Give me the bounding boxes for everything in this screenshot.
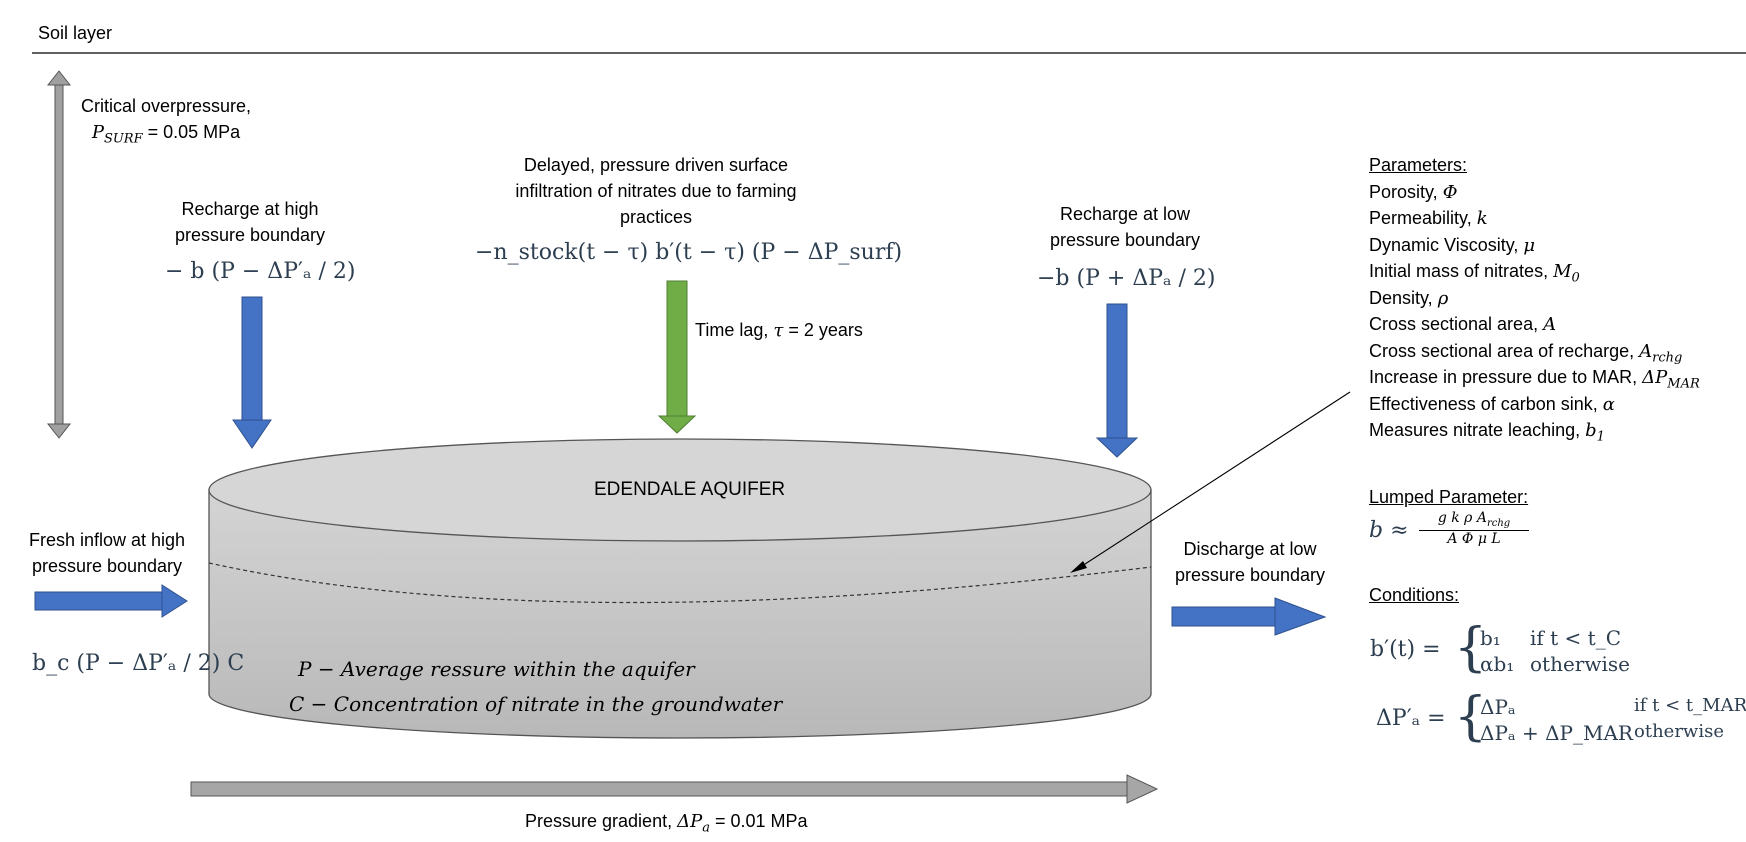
parameter-list: Porosity, Φ Permeability, k Dynamic Viscos… — [1369, 179, 1700, 445]
fresh-inflow-label: Fresh inflow at high pressure boundary — [28, 530, 186, 576]
parameter-item: Dynamic Viscosity, μ — [1369, 234, 1536, 256]
pointer-line — [1070, 391, 1351, 573]
recharge-low-formula: −b (P + ΔPₐ / 2) — [1037, 266, 1216, 291]
recharge-high-arrow — [232, 296, 272, 449]
aquifer-title: EDENDALE AQUIFER — [594, 479, 786, 500]
discharge-arrow — [1171, 597, 1327, 636]
aquifer-cylinder — [208, 438, 1152, 739]
parameter-item: Density, ρ — [1369, 287, 1449, 309]
recharge-high-formula: − b (P − ΔP′ₐ / 2) — [165, 259, 356, 284]
pressure-gradient-arrow — [190, 774, 1159, 804]
parameter-item: Cross sectional area of recharge, Archg — [1369, 340, 1683, 366]
condition-delta-p: ΔP′ₐ = { ΔPₐ if t < t_MAR ΔPₐ + ΔP_MAR o… — [1376, 687, 1746, 747]
infiltration-arrow — [657, 280, 697, 434]
legend-pressure: P − Average ressure within the aquifer — [298, 657, 695, 681]
pressure-gradient-label: Pressure gradient, ΔPa = 0.01 MPa — [525, 811, 808, 836]
legend-concentration: C − Concentration of nitrate in the grou… — [289, 692, 783, 716]
critical-overpressure-label: Critical overpressure, PSURF = 0.05 MPa — [80, 96, 252, 147]
critical-overpressure-arrow — [46, 70, 72, 439]
infiltration-formula: −n_stock(t − τ) b′(t − τ) (P − ΔP_surf) — [475, 240, 903, 265]
parameter-item: Cross sectional area, A — [1369, 314, 1557, 335]
parameter-item: Permeability, k — [1369, 208, 1488, 229]
recharge-low-arrow — [1095, 303, 1139, 458]
recharge-low-label: Recharge at low pressure boundary — [1049, 204, 1201, 250]
parameter-item: Effectiveness of carbon sink, α — [1369, 393, 1615, 415]
water-table-line — [208, 562, 1152, 604]
parameter-item: Porosity, Φ — [1369, 181, 1458, 203]
fresh-inflow-arrow — [34, 584, 188, 618]
parameter-item: Measures nitrate leaching, b1 — [1369, 420, 1605, 445]
conditions-heading: Conditions: — [1369, 585, 1460, 605]
parameters-heading: Parameters: — [1369, 155, 1468, 175]
lumped-heading: Lumped Parameter: — [1369, 487, 1529, 507]
condition-b-prime: b′(t) = { b₁ if t < t_C αb₁ otherwise — [1370, 618, 1630, 678]
discharge-label: Discharge at low pressure boundary — [1174, 539, 1326, 585]
parameter-item: Initial mass of nitrates, M0 — [1369, 261, 1580, 286]
recharge-high-label: Recharge at high pressure boundary — [174, 199, 326, 245]
parameters-panel: Parameters: Porosity, Φ Permeability, k Dy… — [1369, 152, 1700, 445]
time-lag-label: Time lag, τ = 2 years — [695, 320, 863, 341]
parameter-item: Increase in pressure due to MAR, ΔPMAR — [1369, 367, 1700, 392]
soil-layer-label: Soil layer — [38, 23, 113, 43]
infiltration-label: Delayed, pressure driven surface infiltr… — [515, 155, 797, 227]
fresh-inflow-formula: b_c (P − ΔP′ₐ / 2) C — [32, 651, 245, 676]
